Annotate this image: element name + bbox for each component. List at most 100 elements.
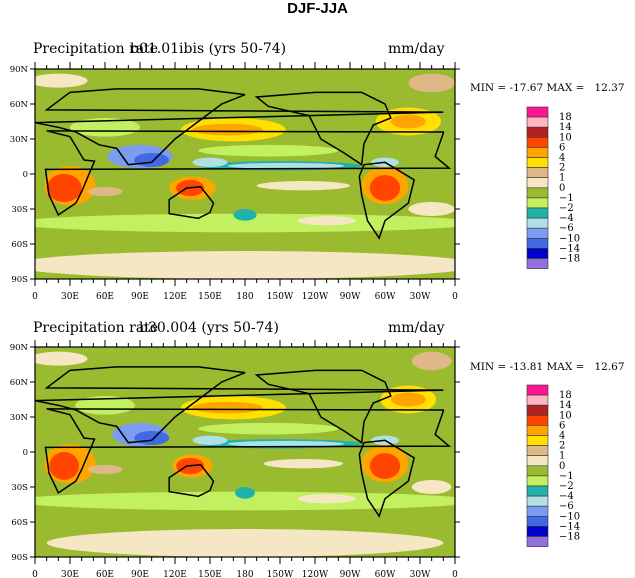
colorbar-swatch (526, 207, 549, 219)
precip-contour-region (235, 487, 255, 499)
colorbar-swatch (526, 167, 549, 179)
precip-contour-region (256, 181, 351, 191)
lon-tick-label: 30E (61, 570, 79, 578)
colorbar-label: 1 (559, 451, 565, 462)
coastline (44, 408, 452, 494)
colorbar-swatch (526, 465, 549, 477)
lat-tick-label: 60S (11, 518, 28, 528)
precip-contour-region (46, 174, 82, 202)
lat-tick-label: 30S (11, 483, 28, 493)
precip-contour-region (70, 118, 140, 137)
panel2-variable-label: Precipitation rate (33, 320, 159, 336)
lon-tick-label: 0 (452, 292, 458, 302)
colorbar-label: −14 (559, 521, 580, 532)
lat-tick-label: 60N (10, 100, 29, 110)
colorbar-swatch (526, 157, 549, 168)
lon-tick-label: 60E (96, 292, 114, 302)
lon-tick-label: 90E (131, 292, 149, 302)
colorbar-label: −1 (559, 471, 574, 482)
precip-contour-region (35, 69, 455, 88)
precip-contour-region (35, 351, 88, 366)
colorbar-swatch (526, 394, 549, 406)
lon-tick-label: 60E (96, 570, 114, 578)
colorbar-label: −2 (559, 203, 574, 214)
precip-contour-region (192, 401, 263, 414)
colorbar-label: −6 (559, 223, 574, 234)
colorbar-label: 10 (559, 132, 572, 143)
panel1-units-label: mm/day (388, 41, 445, 57)
panel1-variable-label: Precipitation rate (33, 41, 159, 57)
lon-tick-label: 150E (198, 292, 222, 302)
lon-tick-label: 90W (340, 570, 361, 578)
precip-contour-region (411, 351, 452, 371)
lon-tick-label: 30W (410, 292, 431, 302)
panel2-units-label: mm/day (388, 320, 445, 336)
lat-tick-label: 90S (11, 553, 28, 563)
coastline (44, 130, 452, 216)
precip-contour-region (192, 435, 228, 446)
colorbar-swatch (526, 475, 549, 487)
precip-contour-region (35, 73, 88, 88)
figure-title: DJF-JJA (287, 0, 348, 17)
coastline (168, 186, 215, 220)
lon-tick-label: 180 (236, 292, 253, 302)
lon-tick-label: 120W (302, 570, 329, 578)
colorbar-swatch (526, 515, 549, 527)
precip-contour-region (297, 216, 356, 226)
precip-contour-region (198, 144, 339, 157)
colorbar-swatch (526, 495, 549, 507)
lon-tick-label: 60W (375, 570, 396, 578)
colorbar-swatch (526, 425, 549, 436)
lat-tick-label: 0 (23, 448, 28, 458)
colorbar-label: 18 (559, 112, 572, 123)
colorbar-label: −1 (559, 193, 574, 204)
colorbar-label: 1 (559, 173, 565, 184)
precip-contour-region (227, 440, 345, 447)
precip-contour-region (87, 186, 123, 197)
lat-tick-label: 30S (11, 205, 28, 215)
precip-contour-region (49, 452, 80, 480)
precip-contour-region (233, 209, 257, 221)
colorbar-swatch (526, 485, 549, 497)
colorbar-swatch (526, 147, 549, 158)
colorbar-label: −14 (559, 243, 580, 254)
precip-contour-region (411, 480, 452, 494)
lat-tick-label: 60S (11, 240, 28, 250)
panel2-case-label: b30.004 (yrs 50-74) (139, 320, 279, 336)
colorbar-label: −2 (559, 481, 574, 492)
colorbar-label: −4 (559, 491, 574, 502)
colorbar-label: 14 (559, 122, 572, 133)
colorbar-swatch (526, 536, 549, 547)
precip-contour-region (87, 464, 123, 475)
colorbar-label: −18 (559, 254, 580, 265)
precip-contour-region (192, 157, 228, 167)
lon-tick-label: 0 (32, 292, 38, 302)
precip-contour-region (227, 162, 345, 169)
precip-contour-region (369, 453, 401, 479)
colorbar-swatch (526, 217, 549, 229)
colorbar-swatch (526, 505, 549, 517)
lon-tick-label: 90W (340, 292, 361, 302)
coastline (35, 366, 444, 444)
precip-contour-region (390, 114, 426, 129)
colorbar-swatch (526, 187, 549, 199)
colorbar-label: −10 (559, 233, 580, 244)
colorbar-swatch (526, 404, 549, 416)
lon-tick-label: 120E (163, 292, 187, 302)
coastline (358, 439, 416, 518)
precip-contour-region (75, 396, 135, 415)
precip-contour-region (192, 123, 263, 136)
colorbar-label: 2 (559, 441, 565, 452)
lat-tick-label: 30N (10, 413, 29, 423)
precip-contour-region (369, 175, 401, 201)
precip-field (35, 347, 455, 557)
precip-contour-region (134, 153, 170, 167)
lat-tick-label: 90N (10, 343, 29, 353)
panel2-min-max: MIN = -13.81 MAX = 12.67 (470, 361, 625, 373)
lon-tick-label: 150E (198, 570, 222, 578)
colorbar-label: 14 (559, 400, 572, 411)
colorbar-label: 4 (559, 431, 565, 442)
lat-tick-label: 90S (11, 275, 28, 285)
